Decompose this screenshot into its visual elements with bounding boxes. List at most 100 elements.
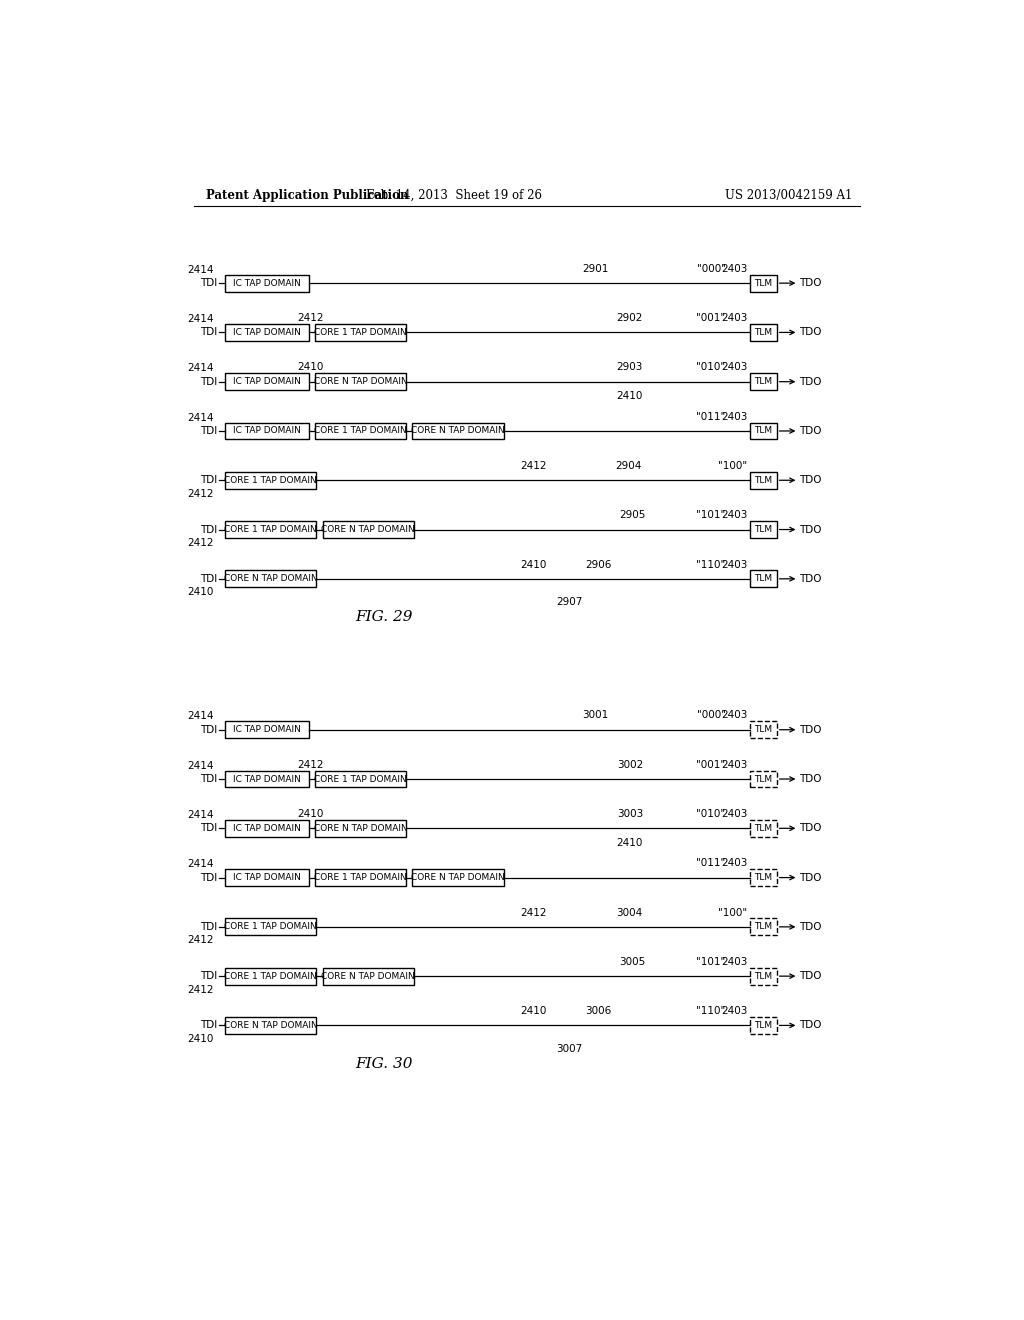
Text: TDO: TDO bbox=[799, 1020, 821, 1031]
Bar bbox=[225, 771, 308, 788]
Text: TDI: TDI bbox=[200, 725, 217, 735]
Bar bbox=[225, 869, 308, 886]
Bar bbox=[751, 919, 776, 936]
Text: 2410: 2410 bbox=[298, 363, 324, 372]
Text: 2414: 2414 bbox=[186, 760, 213, 771]
Text: IC TAP DOMAIN: IC TAP DOMAIN bbox=[232, 327, 301, 337]
Text: TDI: TDI bbox=[200, 921, 217, 932]
Text: 3003: 3003 bbox=[616, 809, 643, 818]
Text: 3006: 3006 bbox=[586, 1006, 611, 1016]
Text: 2905: 2905 bbox=[620, 511, 646, 520]
Text: CORE 1 TAP DOMAIN: CORE 1 TAP DOMAIN bbox=[224, 923, 317, 932]
Text: TDO: TDO bbox=[799, 426, 821, 436]
Text: TLM: TLM bbox=[755, 574, 772, 583]
Text: TDI: TDI bbox=[200, 524, 217, 535]
Text: 2904: 2904 bbox=[615, 461, 642, 471]
Text: TDO: TDO bbox=[799, 774, 821, 784]
Bar bbox=[314, 323, 407, 341]
Text: IC TAP DOMAIN: IC TAP DOMAIN bbox=[232, 775, 301, 784]
Text: 2902: 2902 bbox=[616, 313, 643, 323]
Text: Feb. 14, 2013  Sheet 19 of 26: Feb. 14, 2013 Sheet 19 of 26 bbox=[366, 189, 542, 202]
Text: CORE N TAP DOMAIN: CORE N TAP DOMAIN bbox=[313, 824, 408, 833]
Text: TDO: TDO bbox=[799, 873, 821, 883]
Bar bbox=[314, 820, 407, 837]
Text: TDI: TDI bbox=[200, 774, 217, 784]
Text: 2410: 2410 bbox=[520, 560, 547, 570]
Text: 2412: 2412 bbox=[520, 461, 547, 471]
Bar bbox=[751, 422, 776, 440]
Text: "001": "001" bbox=[696, 313, 726, 323]
Text: 2414: 2414 bbox=[186, 413, 213, 422]
Text: 2414: 2414 bbox=[186, 363, 213, 374]
Bar bbox=[751, 968, 776, 985]
Text: 2412: 2412 bbox=[186, 488, 213, 499]
Text: CORE N TAP DOMAIN: CORE N TAP DOMAIN bbox=[412, 426, 505, 436]
Text: 2410: 2410 bbox=[186, 587, 213, 597]
Bar bbox=[751, 521, 776, 539]
Text: TLM: TLM bbox=[755, 873, 772, 882]
Text: CORE 1 TAP DOMAIN: CORE 1 TAP DOMAIN bbox=[314, 327, 407, 337]
Bar bbox=[225, 919, 316, 936]
Text: TDO: TDO bbox=[799, 574, 821, 583]
Bar bbox=[225, 521, 316, 539]
Text: TDI: TDI bbox=[200, 426, 217, 436]
Text: 2410: 2410 bbox=[186, 1034, 213, 1044]
Bar bbox=[225, 968, 316, 985]
Text: TDI: TDI bbox=[200, 327, 217, 338]
Text: TLM: TLM bbox=[755, 426, 772, 436]
Text: 2414: 2414 bbox=[186, 265, 213, 275]
Text: 2412: 2412 bbox=[186, 985, 213, 994]
Text: 2403: 2403 bbox=[721, 858, 748, 869]
Text: TDO: TDO bbox=[799, 972, 821, 981]
Bar bbox=[314, 869, 407, 886]
Text: TDO: TDO bbox=[799, 725, 821, 735]
Text: 2410: 2410 bbox=[298, 809, 324, 818]
Bar bbox=[225, 721, 308, 738]
Bar bbox=[751, 374, 776, 391]
Text: 2412: 2412 bbox=[520, 908, 547, 917]
Bar bbox=[751, 721, 776, 738]
Text: CORE N TAP DOMAIN: CORE N TAP DOMAIN bbox=[412, 873, 505, 882]
Text: TDO: TDO bbox=[799, 279, 821, 288]
Text: TDI: TDI bbox=[200, 279, 217, 288]
Bar bbox=[413, 422, 504, 440]
Bar bbox=[225, 422, 308, 440]
Text: "110": "110" bbox=[696, 560, 726, 570]
Text: CORE 1 TAP DOMAIN: CORE 1 TAP DOMAIN bbox=[224, 972, 317, 981]
Text: "100": "100" bbox=[718, 908, 748, 917]
Text: 2412: 2412 bbox=[186, 539, 213, 548]
Text: "101": "101" bbox=[696, 957, 726, 966]
Text: 2403: 2403 bbox=[721, 412, 748, 422]
Text: TLM: TLM bbox=[755, 1020, 772, 1030]
Text: TDI: TDI bbox=[200, 972, 217, 981]
Text: 2414: 2414 bbox=[186, 859, 213, 869]
Bar bbox=[225, 820, 308, 837]
Text: 2403: 2403 bbox=[721, 957, 748, 966]
Text: 2903: 2903 bbox=[616, 363, 643, 372]
Text: IC TAP DOMAIN: IC TAP DOMAIN bbox=[232, 873, 301, 882]
Text: CORE N TAP DOMAIN: CORE N TAP DOMAIN bbox=[322, 972, 415, 981]
Bar bbox=[314, 374, 407, 391]
Text: TLM: TLM bbox=[755, 972, 772, 981]
Text: CORE 1 TAP DOMAIN: CORE 1 TAP DOMAIN bbox=[314, 775, 407, 784]
Text: TDI: TDI bbox=[200, 873, 217, 883]
Text: 2414: 2414 bbox=[186, 711, 213, 721]
Text: IC TAP DOMAIN: IC TAP DOMAIN bbox=[232, 378, 301, 387]
Text: IC TAP DOMAIN: IC TAP DOMAIN bbox=[232, 279, 301, 288]
Text: 3002: 3002 bbox=[616, 760, 643, 770]
Text: TLM: TLM bbox=[755, 824, 772, 833]
Text: 2403: 2403 bbox=[721, 760, 748, 770]
Text: 3004: 3004 bbox=[615, 908, 642, 917]
Bar bbox=[225, 570, 316, 587]
Text: TLM: TLM bbox=[755, 923, 772, 932]
Text: "010": "010" bbox=[696, 363, 726, 372]
Text: CORE N TAP DOMAIN: CORE N TAP DOMAIN bbox=[223, 574, 317, 583]
Text: Patent Application Publication: Patent Application Publication bbox=[206, 189, 408, 202]
Text: 2403: 2403 bbox=[721, 264, 748, 275]
Text: "100": "100" bbox=[718, 461, 748, 471]
Text: IC TAP DOMAIN: IC TAP DOMAIN bbox=[232, 725, 301, 734]
Text: 2410: 2410 bbox=[616, 391, 643, 401]
Text: FIG. 29: FIG. 29 bbox=[355, 610, 413, 624]
Bar bbox=[314, 771, 407, 788]
Text: FIG. 30: FIG. 30 bbox=[355, 1057, 413, 1071]
